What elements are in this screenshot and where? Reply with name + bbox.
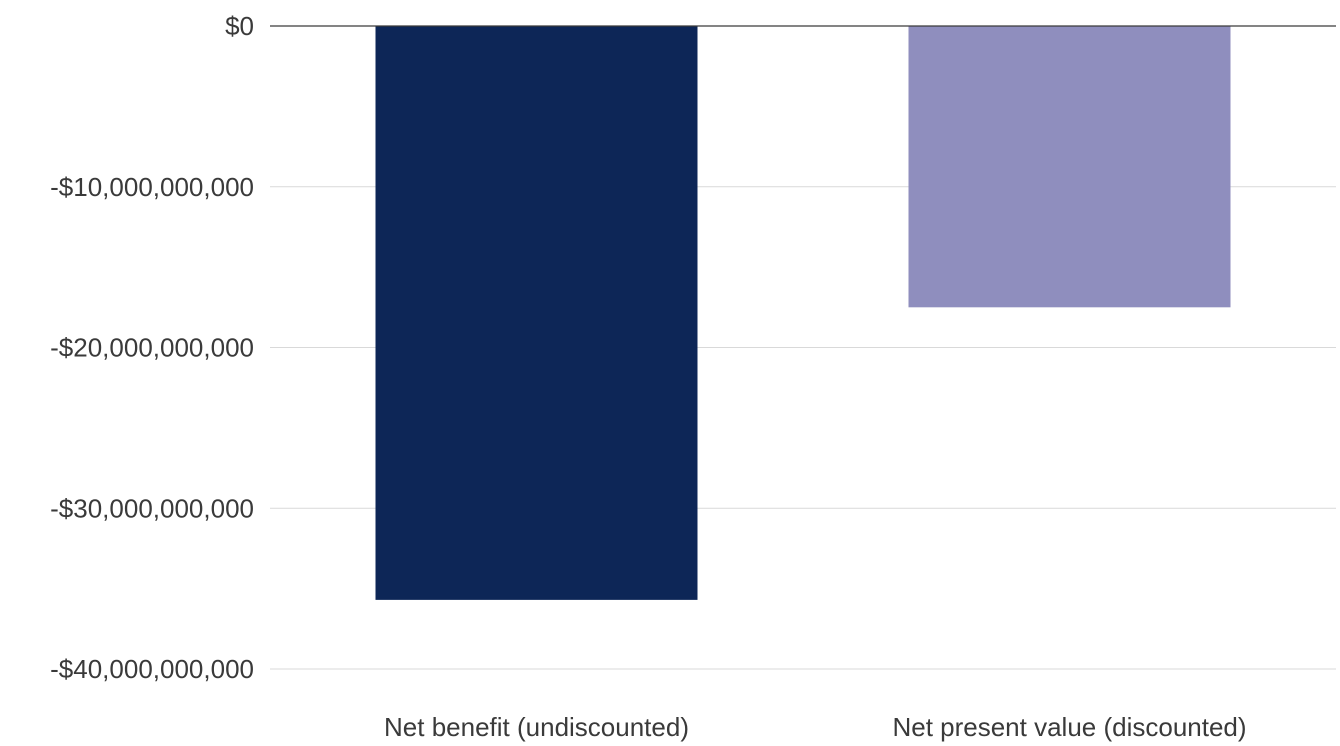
bar: [908, 26, 1231, 308]
y-tick-label: -$10,000,000,000: [50, 172, 254, 202]
y-axis-tick-labels: $0 -$10,000,000,000 -$20,000,000,000 -$30,0…: [50, 11, 254, 684]
y-tick-label: -$40,000,000,000: [50, 654, 254, 684]
x-category-label: Net present value (discounted): [892, 712, 1246, 742]
x-axis-category-labels: Net benefit (undiscounted) Net present va…: [384, 712, 1247, 742]
bars: [375, 26, 1231, 600]
bar: [375, 26, 698, 600]
y-tick-label: -$20,000,000,000: [50, 333, 254, 363]
y-tick-label: -$30,000,000,000: [50, 493, 254, 523]
x-category-label: Net benefit (undiscounted): [384, 712, 689, 742]
y-tick-label: $0: [225, 11, 254, 41]
